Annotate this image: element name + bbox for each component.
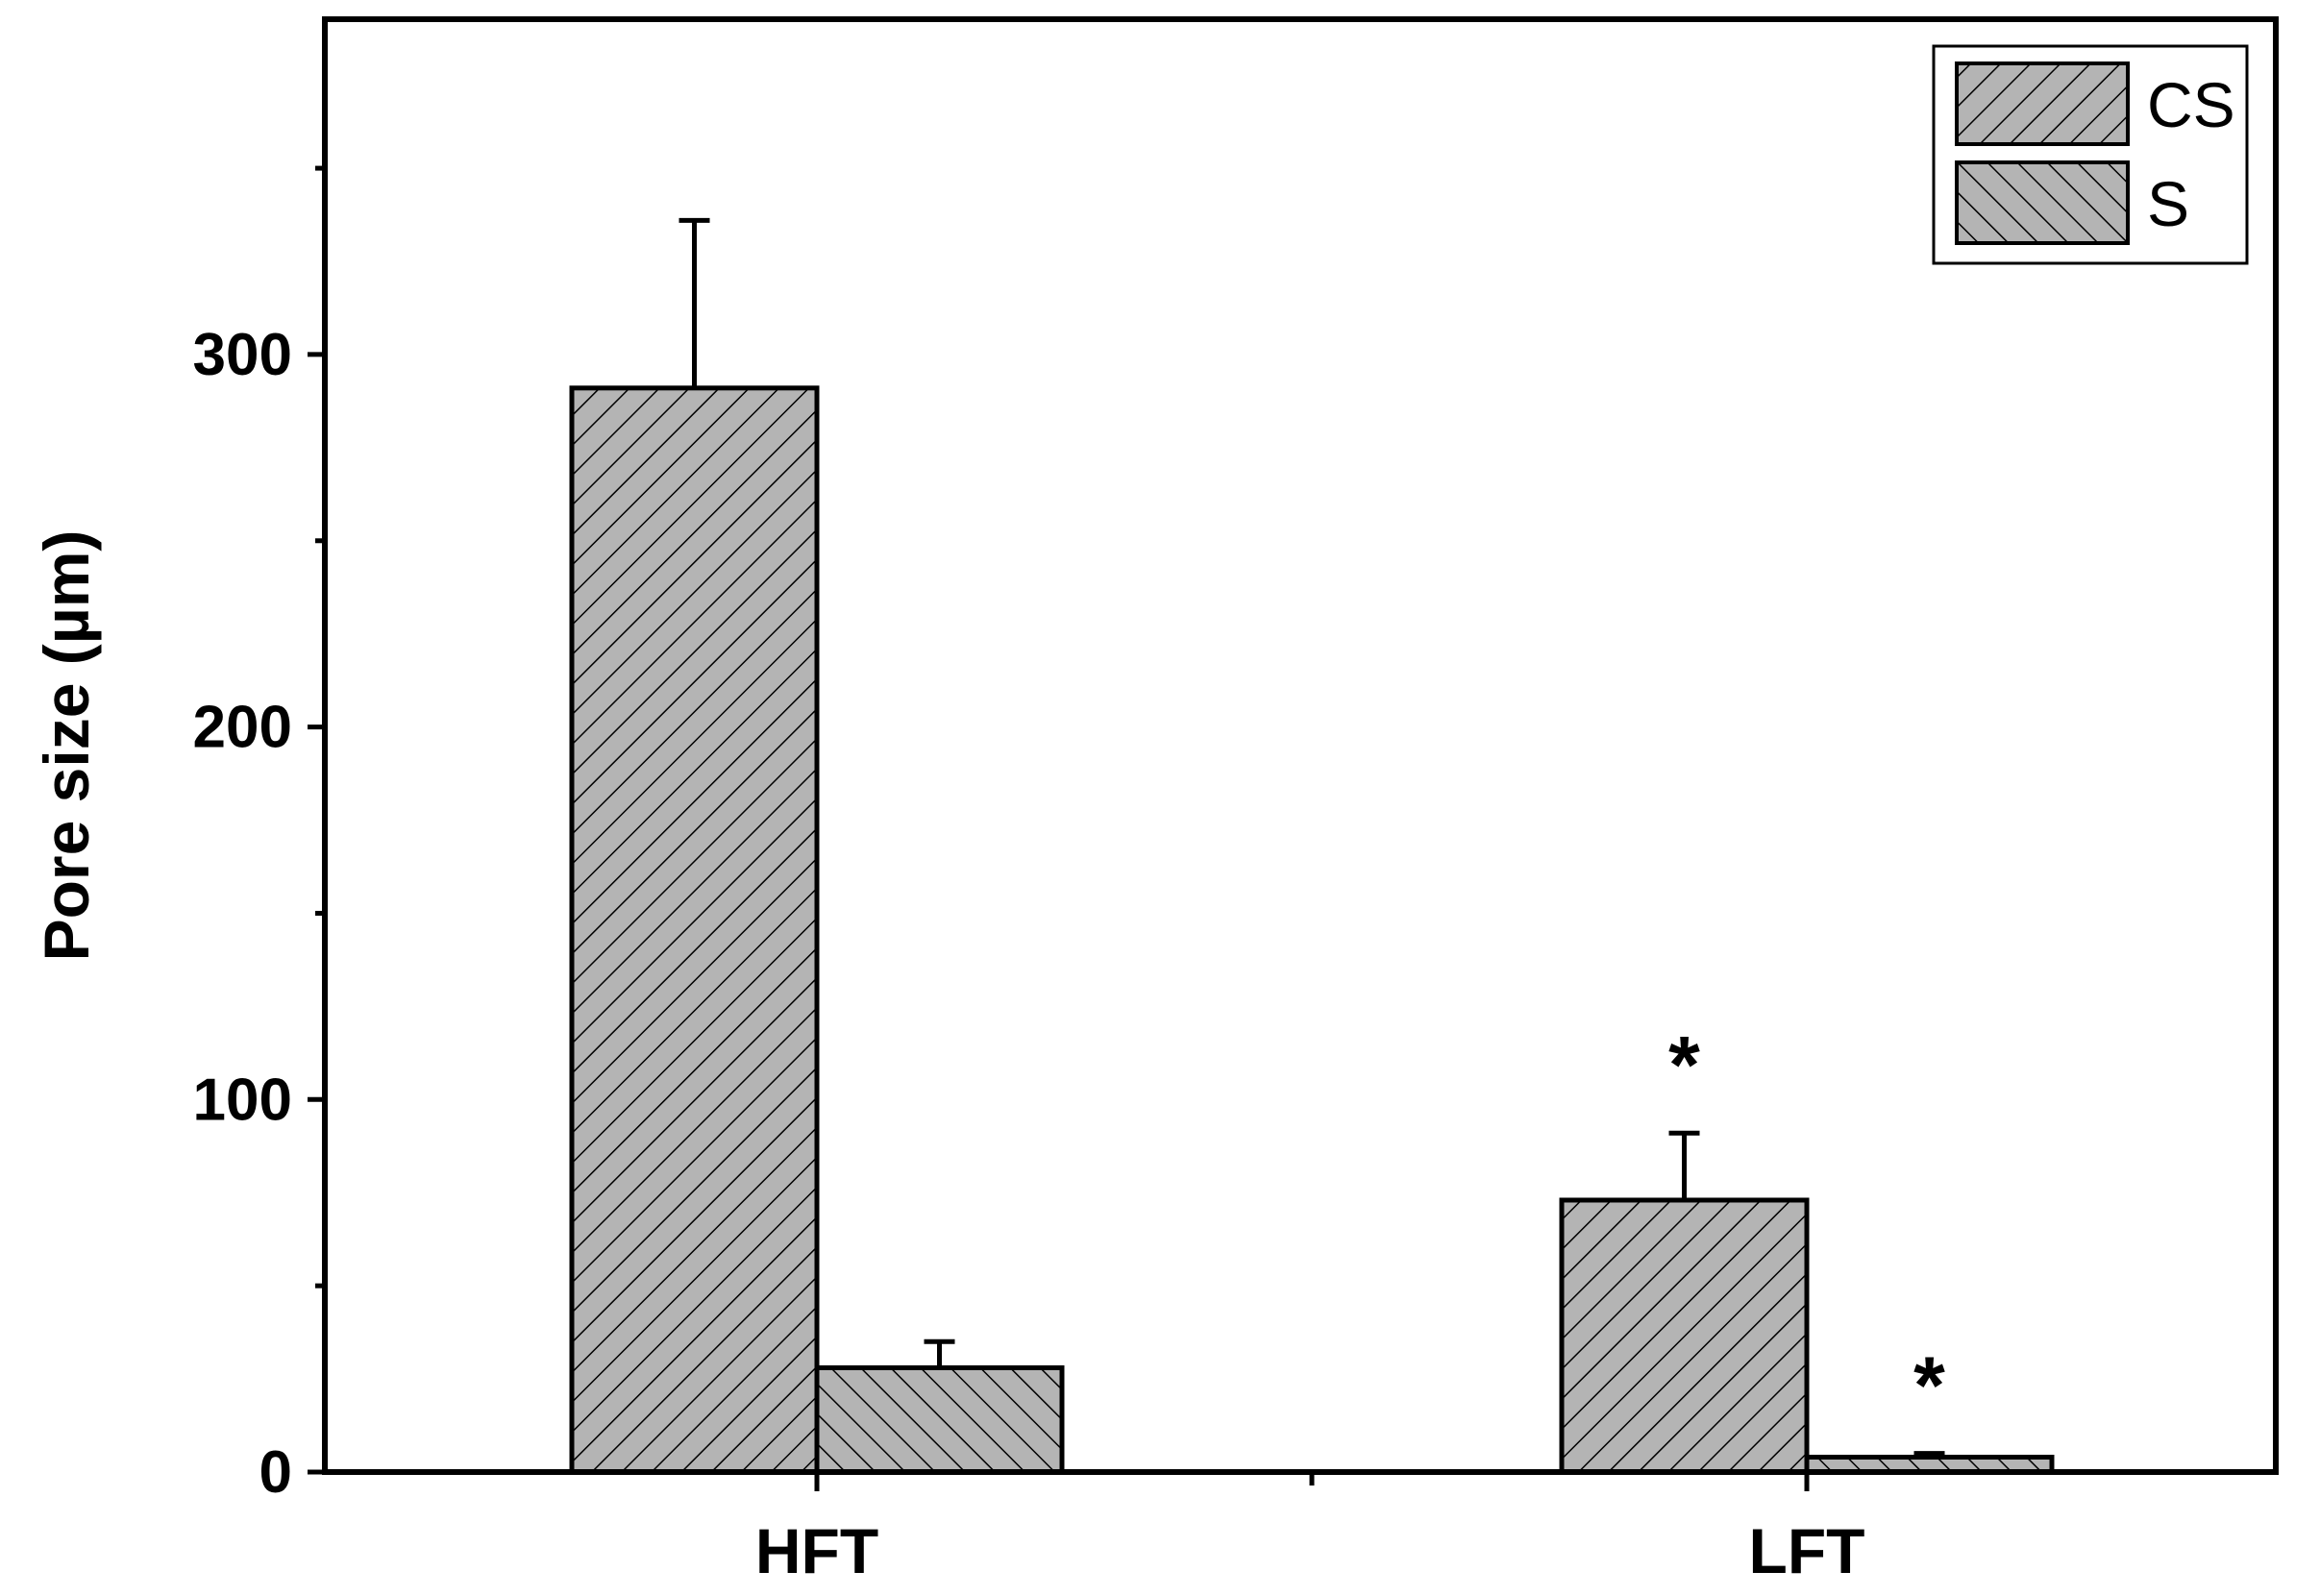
y-axis-title: Pore size (µm) [31, 530, 102, 962]
bar-CS-LFT [1559, 1197, 1810, 1475]
x-tick-label-LFT: LFT [1749, 1515, 1865, 1586]
y-tick-label: 100 [193, 1067, 292, 1133]
y-tick-label: 0 [259, 1439, 292, 1506]
significance-marker: * [1913, 1340, 1945, 1431]
x-tick-label-HFT: HFT [755, 1515, 878, 1586]
legend-swatch-S [1955, 160, 2130, 245]
legend-swatch-CS [1955, 61, 2130, 146]
bar-CS-HFT [569, 385, 820, 1475]
y-tick-label: 300 [193, 322, 292, 388]
bar-S-HFT [814, 1364, 1065, 1475]
y-tick-label: 200 [193, 695, 292, 761]
significance-marker: * [1668, 1019, 1700, 1110]
legend-label-CS: CS [2147, 69, 2235, 140]
plot-frame [322, 16, 2279, 1475]
legend-label-S: S [2147, 168, 2189, 239]
